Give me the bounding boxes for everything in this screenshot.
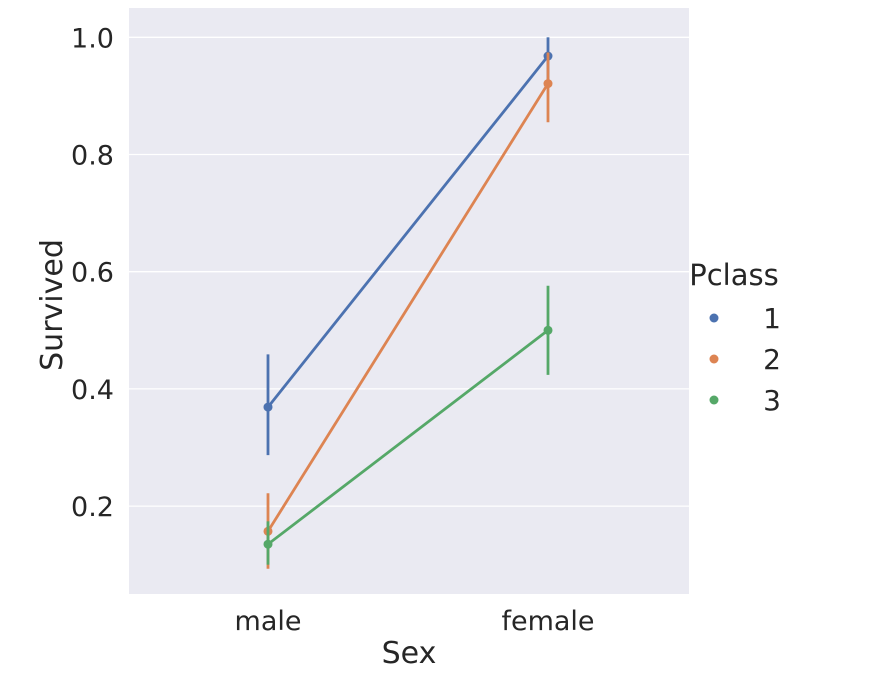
grid-lines	[129, 36, 689, 507]
data-point	[263, 539, 273, 549]
series-3	[263, 285, 553, 565]
series-line	[267, 329, 549, 546]
series-1	[263, 37, 553, 456]
x-axis-label: Sex	[382, 636, 437, 671]
legend-marker	[709, 395, 719, 405]
x-tick-labels: male female	[235, 606, 595, 637]
legend-label: 1	[763, 302, 781, 335]
legend-marker	[709, 313, 719, 323]
data-point	[543, 79, 553, 89]
legend-marker	[709, 354, 719, 364]
y-tick-label: 0.2	[71, 492, 114, 523]
y-tick-label: 0.4	[71, 375, 114, 406]
y-tick-labels: 0.2 0.4 0.6 0.8 1.0	[71, 23, 114, 523]
y-tick-label: 1.0	[71, 23, 114, 54]
y-tick-label: 0.8	[71, 141, 114, 172]
legend-entry-2: 2	[709, 343, 781, 376]
series-line	[266, 82, 550, 533]
y-axis-label: Survived	[35, 239, 70, 371]
legend-label: 2	[763, 343, 781, 376]
data-point	[263, 402, 273, 412]
x-tick-label: female	[501, 606, 594, 637]
plot-area	[129, 8, 689, 594]
y-tick-label: 0.6	[71, 258, 114, 289]
legend-entry-3: 3	[709, 384, 781, 417]
x-tick-label: male	[235, 606, 302, 637]
series-line	[266, 55, 550, 408]
legend-title: Pclass	[689, 258, 778, 292]
legend-entry-1: 1	[709, 302, 781, 335]
data-point	[543, 325, 553, 335]
legend-label: 3	[763, 384, 781, 417]
legend: Pclass 1 2 3	[689, 258, 781, 417]
series-group	[263, 37, 553, 569]
